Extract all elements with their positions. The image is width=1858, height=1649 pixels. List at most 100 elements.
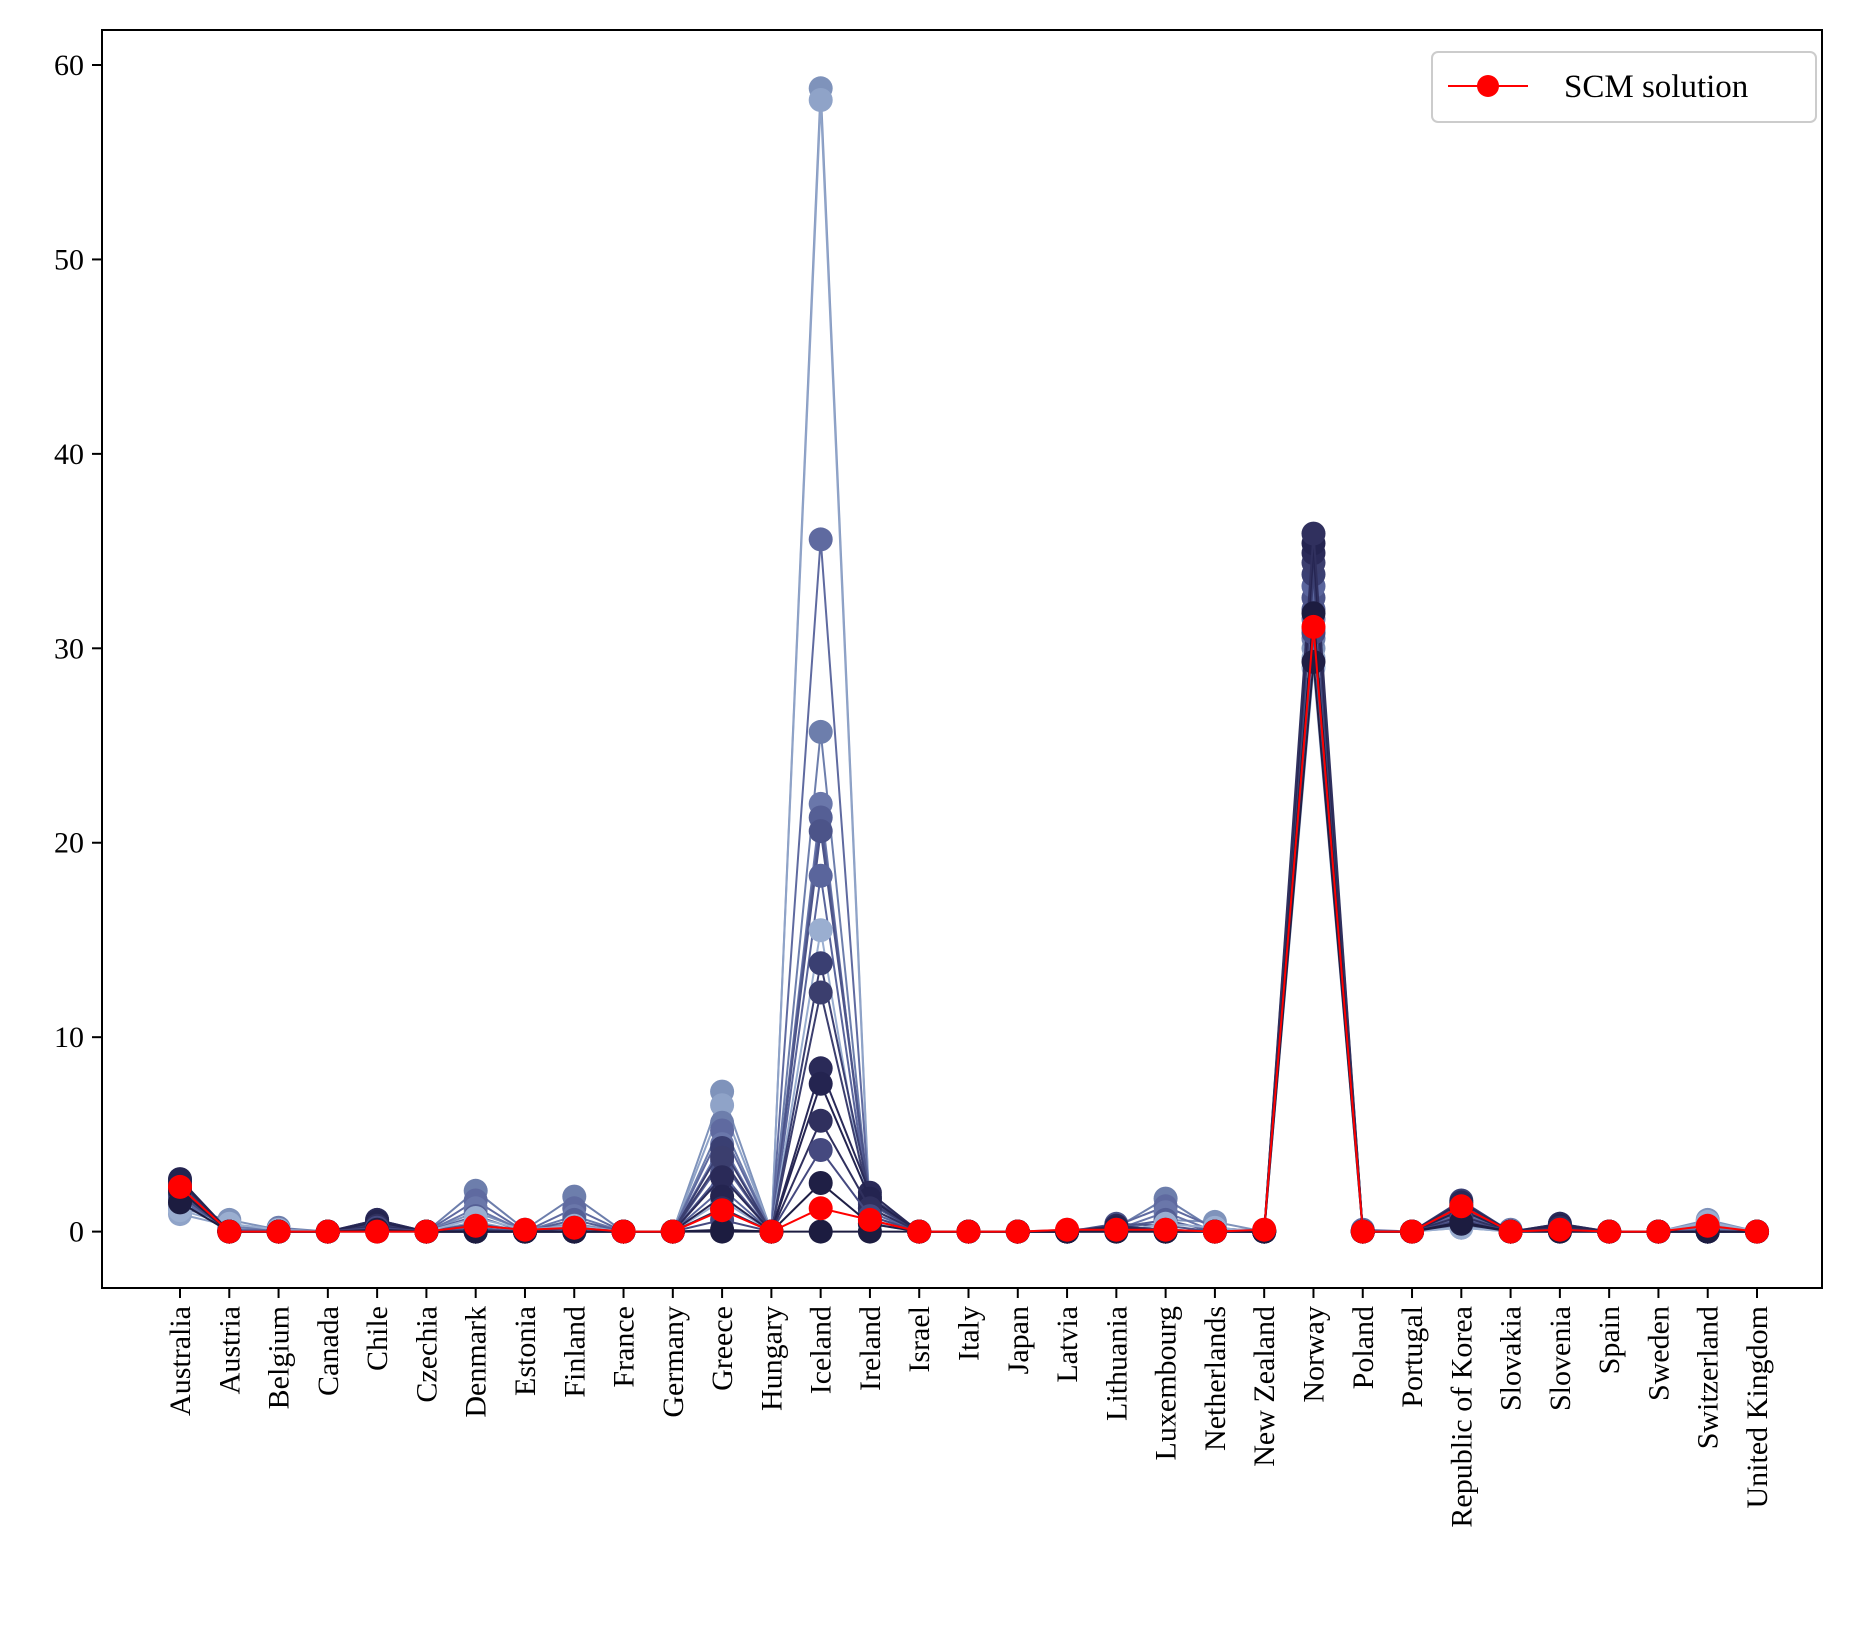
scm-series-point [710, 1198, 735, 1223]
x-tick-label: Australia [164, 1306, 197, 1416]
x-tick-label: Italy [953, 1306, 986, 1361]
background-series-point [710, 1145, 735, 1170]
x-tick-label: Ireland [854, 1306, 887, 1391]
scm-series-point [414, 1219, 439, 1244]
background-series-point [808, 951, 833, 976]
scm-series-point [217, 1219, 242, 1244]
x-tick-label: Belgium [263, 1306, 296, 1409]
background-series-point [808, 980, 833, 1005]
x-tick-label: Israel [903, 1306, 936, 1373]
background-series-point [808, 88, 833, 112]
x-tick-label: Portugal [1396, 1306, 1429, 1408]
x-tick-label: Denmark [460, 1306, 493, 1418]
legend-box [1431, 51, 1817, 123]
scm-series-point [315, 1219, 340, 1244]
scm-series-point [365, 1219, 390, 1244]
scm-series-point [759, 1219, 784, 1244]
x-tick-label: Sweden [1642, 1306, 1675, 1401]
x-tick-label: Switzerland [1692, 1306, 1725, 1449]
scm-series-point [562, 1215, 587, 1240]
y-axis: 0 10 20 30 40 50 60 [54, 49, 102, 1249]
scm-series-point [1252, 1217, 1277, 1242]
scm-series-point [1301, 614, 1326, 639]
scm-series-point [857, 1207, 882, 1232]
x-axis: Australia Austria Belgium Canada Chile Czechi… [164, 1288, 1774, 1528]
y-tick-label: 10 [54, 1021, 84, 1054]
background-series-point [808, 1071, 833, 1096]
x-tick-label: Iceland [805, 1306, 838, 1394]
x-tick-label: Estonia [509, 1306, 542, 1396]
plot-area [168, 76, 1769, 1244]
background-series-point [808, 527, 833, 552]
x-tick-label: Netherlands [1199, 1306, 1232, 1451]
main-series-group [168, 614, 1769, 1244]
x-tick-label: France [608, 1306, 641, 1388]
y-tick-label: 40 [54, 438, 84, 471]
background-series-point [808, 918, 833, 943]
scm-series-point [168, 1174, 192, 1199]
axes-frame [101, 29, 1823, 1289]
scm-series-point [1695, 1213, 1720, 1238]
y-tick-label: 20 [54, 827, 84, 860]
scm-series-point [1449, 1194, 1474, 1219]
background-series-point [710, 1219, 735, 1244]
scm-series-point [1745, 1219, 1769, 1244]
scm-series-point [660, 1219, 685, 1244]
x-tick-label: Lithuania [1100, 1306, 1133, 1421]
x-tick-label: Slovakia [1495, 1306, 1528, 1411]
scm-series-point [1547, 1217, 1572, 1242]
scm-series-point [1104, 1217, 1129, 1242]
scm-series-point [513, 1217, 537, 1242]
background-series-point [808, 719, 833, 744]
y-tick-label: 0 [69, 1216, 84, 1249]
legend: SCM solution [1431, 51, 1817, 123]
x-tick-label: Canada [312, 1306, 345, 1396]
x-tick-label: Chile [361, 1306, 394, 1371]
scm-series-point [463, 1213, 488, 1238]
background-series-point [808, 1171, 833, 1195]
background-series-point [710, 1093, 735, 1118]
x-tick-label: Latvia [1051, 1306, 1084, 1383]
x-tick-label: Hungary [755, 1306, 788, 1411]
legend-marker [1477, 75, 1499, 97]
scm-series-point [1597, 1219, 1622, 1244]
x-tick-label: Luxembourg [1150, 1306, 1183, 1460]
x-tick-label: Greece [706, 1306, 739, 1391]
scm-series-point [611, 1219, 636, 1244]
x-tick-label: Finland [558, 1306, 591, 1398]
x-tick-label: Slovenia [1544, 1306, 1577, 1411]
scm-series-point [1005, 1219, 1030, 1244]
legend-label: SCM solution [1564, 69, 1748, 105]
background-series-point [808, 1138, 833, 1162]
scm-series-point [1498, 1219, 1523, 1244]
scm-series-point [907, 1219, 932, 1244]
background-series-point [1301, 521, 1326, 546]
scm-series [168, 614, 1769, 1244]
scm-series-point [1055, 1217, 1080, 1242]
y-tick-label: 60 [54, 49, 84, 82]
scm-series-point [1153, 1217, 1178, 1242]
x-tick-label: Czechia [410, 1306, 443, 1403]
x-tick-label: United Kingdom [1741, 1306, 1774, 1509]
background-series-point [710, 1165, 735, 1190]
background-series-point [808, 819, 833, 844]
x-tick-label: Poland [1347, 1306, 1380, 1389]
x-tick-label: Norway [1297, 1306, 1330, 1403]
scm-series-point [1202, 1219, 1227, 1244]
background-series-point [808, 1108, 833, 1133]
scm-series-point [266, 1219, 291, 1244]
x-tick-label: Germany [657, 1306, 690, 1418]
y-tick-label: 50 [54, 243, 84, 276]
background-series-point [1301, 649, 1326, 674]
x-tick-label: Japan [1002, 1306, 1035, 1374]
x-tick-label: New Zealand [1248, 1306, 1281, 1467]
scm-series-point [1400, 1219, 1424, 1244]
background-series-point [808, 863, 833, 888]
y-tick-label: 30 [54, 632, 84, 665]
scm-series-point [956, 1219, 981, 1244]
scm-series-point [1646, 1219, 1671, 1244]
background-series-point [808, 1219, 833, 1244]
x-tick-label: Spain [1593, 1306, 1626, 1374]
